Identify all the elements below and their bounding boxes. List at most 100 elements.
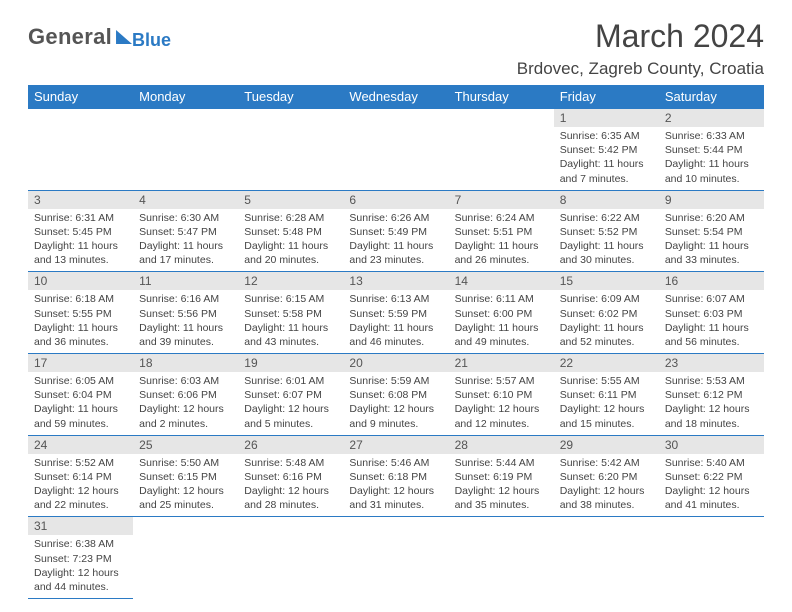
calendar-day: 3Sunrise: 6:31 AMSunset: 5:45 PMDaylight… xyxy=(28,190,133,272)
daylight: Daylight: 12 hours and 9 minutes. xyxy=(349,402,442,430)
sunrise: Sunrise: 6:05 AM xyxy=(34,374,127,388)
daylight: Daylight: 11 hours and 39 minutes. xyxy=(139,321,232,349)
day-number: 14 xyxy=(449,272,554,290)
day-details: Sunrise: 6:07 AMSunset: 6:03 PMDaylight:… xyxy=(659,290,764,353)
sunset: Sunset: 5:56 PM xyxy=(139,307,232,321)
day-details: Sunrise: 6:18 AMSunset: 5:55 PMDaylight:… xyxy=(28,290,133,353)
daylight: Daylight: 11 hours and 13 minutes. xyxy=(34,239,127,267)
daylight: Daylight: 11 hours and 20 minutes. xyxy=(244,239,337,267)
day-details: Sunrise: 6:05 AMSunset: 6:04 PMDaylight:… xyxy=(28,372,133,435)
daylight: Daylight: 12 hours and 25 minutes. xyxy=(139,484,232,512)
logo-text-general: General xyxy=(28,24,112,50)
sunrise: Sunrise: 5:48 AM xyxy=(244,456,337,470)
sunset: Sunset: 6:03 PM xyxy=(665,307,758,321)
sunset: Sunset: 5:49 PM xyxy=(349,225,442,239)
sunset: Sunset: 6:15 PM xyxy=(139,470,232,484)
day-details: Sunrise: 6:13 AMSunset: 5:59 PMDaylight:… xyxy=(343,290,448,353)
sunset: Sunset: 6:06 PM xyxy=(139,388,232,402)
daylight: Daylight: 11 hours and 30 minutes. xyxy=(560,239,653,267)
sunrise: Sunrise: 6:18 AM xyxy=(34,292,127,306)
sunset: Sunset: 5:52 PM xyxy=(560,225,653,239)
day-details: Sunrise: 5:48 AMSunset: 6:16 PMDaylight:… xyxy=(238,454,343,517)
calendar-row: 31Sunrise: 6:38 AMSunset: 7:23 PMDayligh… xyxy=(28,517,764,599)
calendar-row: 3Sunrise: 6:31 AMSunset: 5:45 PMDaylight… xyxy=(28,190,764,272)
daylight: Daylight: 12 hours and 38 minutes. xyxy=(560,484,653,512)
calendar-day: 12Sunrise: 6:15 AMSunset: 5:58 PMDayligh… xyxy=(238,272,343,354)
sunset: Sunset: 6:02 PM xyxy=(560,307,653,321)
sunrise: Sunrise: 6:01 AM xyxy=(244,374,337,388)
calendar-empty xyxy=(449,109,554,190)
sunset: Sunset: 6:00 PM xyxy=(455,307,548,321)
sunrise: Sunrise: 6:16 AM xyxy=(139,292,232,306)
calendar-day: 31Sunrise: 6:38 AMSunset: 7:23 PMDayligh… xyxy=(28,517,133,599)
calendar-empty xyxy=(238,517,343,599)
day-details: Sunrise: 6:35 AMSunset: 5:42 PMDaylight:… xyxy=(554,127,659,190)
calendar-empty xyxy=(133,109,238,190)
day-details: Sunrise: 6:26 AMSunset: 5:49 PMDaylight:… xyxy=(343,209,448,272)
sunrise: Sunrise: 6:28 AM xyxy=(244,211,337,225)
calendar-body: 1Sunrise: 6:35 AMSunset: 5:42 PMDaylight… xyxy=(28,109,764,599)
daylight: Daylight: 12 hours and 5 minutes. xyxy=(244,402,337,430)
sunrise: Sunrise: 5:55 AM xyxy=(560,374,653,388)
calendar-header-row: SundayMondayTuesdayWednesdayThursdayFrid… xyxy=(28,85,764,109)
daylight: Daylight: 11 hours and 46 minutes. xyxy=(349,321,442,349)
daylight: Daylight: 12 hours and 15 minutes. xyxy=(560,402,653,430)
daylight: Daylight: 12 hours and 18 minutes. xyxy=(665,402,758,430)
daylight: Daylight: 12 hours and 22 minutes. xyxy=(34,484,127,512)
sunrise: Sunrise: 6:33 AM xyxy=(665,129,758,143)
sunset: Sunset: 5:42 PM xyxy=(560,143,653,157)
day-details: Sunrise: 6:20 AMSunset: 5:54 PMDaylight:… xyxy=(659,209,764,272)
calendar-empty xyxy=(238,109,343,190)
calendar-day: 2Sunrise: 6:33 AMSunset: 5:44 PMDaylight… xyxy=(659,109,764,190)
daylight: Daylight: 11 hours and 56 minutes. xyxy=(665,321,758,349)
sunrise: Sunrise: 6:35 AM xyxy=(560,129,653,143)
day-number: 10 xyxy=(28,272,133,290)
day-details: Sunrise: 6:31 AMSunset: 5:45 PMDaylight:… xyxy=(28,209,133,272)
calendar-empty xyxy=(449,517,554,599)
calendar-day: 30Sunrise: 5:40 AMSunset: 6:22 PMDayligh… xyxy=(659,435,764,517)
sunrise: Sunrise: 6:20 AM xyxy=(665,211,758,225)
daylight: Daylight: 11 hours and 33 minutes. xyxy=(665,239,758,267)
calendar-row: 10Sunrise: 6:18 AMSunset: 5:55 PMDayligh… xyxy=(28,272,764,354)
header: General Blue March 2024 Brdovec, Zagreb … xyxy=(28,18,764,79)
sunset: Sunset: 5:44 PM xyxy=(665,143,758,157)
day-number: 4 xyxy=(133,191,238,209)
day-details: Sunrise: 5:53 AMSunset: 6:12 PMDaylight:… xyxy=(659,372,764,435)
sunrise: Sunrise: 5:59 AM xyxy=(349,374,442,388)
sunrise: Sunrise: 5:42 AM xyxy=(560,456,653,470)
calendar-day: 1Sunrise: 6:35 AMSunset: 5:42 PMDaylight… xyxy=(554,109,659,190)
day-header: Tuesday xyxy=(238,85,343,109)
sunset: Sunset: 6:16 PM xyxy=(244,470,337,484)
day-header: Sunday xyxy=(28,85,133,109)
sunset: Sunset: 6:07 PM xyxy=(244,388,337,402)
sunrise: Sunrise: 6:24 AM xyxy=(455,211,548,225)
sunset: Sunset: 6:18 PM xyxy=(349,470,442,484)
daylight: Daylight: 11 hours and 10 minutes. xyxy=(665,157,758,185)
sunrise: Sunrise: 6:31 AM xyxy=(34,211,127,225)
day-number: 29 xyxy=(554,436,659,454)
day-number: 30 xyxy=(659,436,764,454)
day-header: Friday xyxy=(554,85,659,109)
day-details: Sunrise: 5:57 AMSunset: 6:10 PMDaylight:… xyxy=(449,372,554,435)
day-header: Monday xyxy=(133,85,238,109)
day-details: Sunrise: 6:28 AMSunset: 5:48 PMDaylight:… xyxy=(238,209,343,272)
sunset: Sunset: 6:12 PM xyxy=(665,388,758,402)
sunset: Sunset: 5:47 PM xyxy=(139,225,232,239)
sunset: Sunset: 6:20 PM xyxy=(560,470,653,484)
calendar-day: 16Sunrise: 6:07 AMSunset: 6:03 PMDayligh… xyxy=(659,272,764,354)
day-number: 6 xyxy=(343,191,448,209)
calendar-day: 6Sunrise: 6:26 AMSunset: 5:49 PMDaylight… xyxy=(343,190,448,272)
sunrise: Sunrise: 5:40 AM xyxy=(665,456,758,470)
calendar-day: 18Sunrise: 6:03 AMSunset: 6:06 PMDayligh… xyxy=(133,354,238,436)
sunrise: Sunrise: 5:57 AM xyxy=(455,374,548,388)
daylight: Daylight: 11 hours and 59 minutes. xyxy=(34,402,127,430)
sunset: Sunset: 6:19 PM xyxy=(455,470,548,484)
calendar-day: 8Sunrise: 6:22 AMSunset: 5:52 PMDaylight… xyxy=(554,190,659,272)
month-title: March 2024 xyxy=(517,18,764,55)
day-number: 12 xyxy=(238,272,343,290)
sunrise: Sunrise: 6:07 AM xyxy=(665,292,758,306)
sunset: Sunset: 5:55 PM xyxy=(34,307,127,321)
sunrise: Sunrise: 6:15 AM xyxy=(244,292,337,306)
sunrise: Sunrise: 5:46 AM xyxy=(349,456,442,470)
daylight: Daylight: 11 hours and 17 minutes. xyxy=(139,239,232,267)
